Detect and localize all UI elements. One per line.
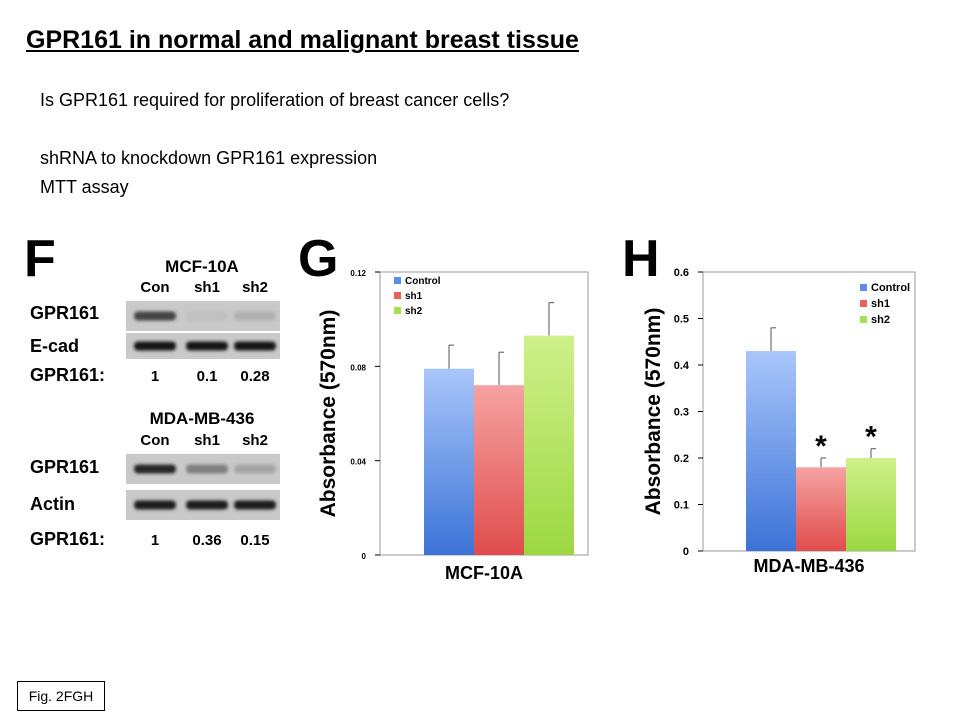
chart-g: G 0 0.04 0.08 0.12 Absorbance (570nm) MCF-10A C… — [298, 230, 589, 583]
blot-row-label: Actin — [30, 494, 75, 514]
blot-cell-line-title: MCF-10A — [165, 257, 239, 276]
blot-quant-value: 1 — [151, 532, 159, 549]
slide-title: GPR161 in normal and malignant breast ti… — [26, 26, 579, 54]
bar-sh1 — [474, 385, 524, 555]
y-tick-label: 0 — [683, 546, 689, 558]
bar-sh1 — [796, 467, 846, 551]
blot-lane-label: Con — [140, 279, 169, 296]
legend-label: Control — [405, 276, 441, 287]
y-axis-label: Absorbance (570nm) — [317, 310, 340, 518]
blot-band — [134, 500, 176, 510]
legend-label: Control — [871, 282, 910, 294]
legend-swatch — [394, 307, 401, 314]
blot-quant-value: 0.15 — [240, 532, 269, 549]
y-tick-label: 0.1 — [674, 500, 689, 512]
blot-row-label: GPR161 — [30, 303, 99, 323]
blot-band — [234, 500, 276, 510]
bar-sh2 — [524, 335, 574, 555]
y-tick-label: 0.6 — [674, 267, 689, 279]
blot-band — [186, 500, 228, 510]
blot-cell-line-title: MDA-MB-436 — [150, 409, 255, 428]
blot-band — [134, 341, 176, 351]
method-text-2: MTT assay — [40, 177, 129, 197]
method-text-1: shRNA to knockdown GPR161 expression — [40, 148, 378, 168]
legend-swatch — [394, 277, 401, 284]
bar-sh2 — [846, 458, 896, 551]
y-tick-label: 0 — [362, 552, 367, 561]
blot-band — [134, 464, 176, 474]
blot-band — [134, 311, 176, 321]
blot-band — [234, 341, 276, 351]
blot-band — [234, 311, 276, 321]
legend-label: sh1 — [871, 298, 890, 310]
significance-mark: * — [815, 430, 827, 463]
blot-quant-label: GPR161: — [30, 365, 105, 385]
legend-swatch — [394, 292, 401, 299]
blot-quant-value: 0.28 — [240, 368, 269, 385]
blot-band — [186, 464, 228, 474]
legend-label: sh2 — [871, 314, 890, 326]
figure-label: Fig. 2FGH — [17, 681, 105, 711]
blot-quant-value: 1 — [151, 368, 159, 385]
y-tick-label: 0.08 — [350, 363, 366, 372]
y-tick-label: 0.3 — [674, 407, 689, 419]
blot-row-label: E-cad — [30, 336, 79, 356]
blot-band — [186, 341, 228, 351]
blot-quant-value: 0.1 — [197, 368, 218, 385]
blot-lane-label: sh1 — [194, 432, 220, 449]
bar-control — [746, 351, 796, 551]
significance-mark: * — [865, 421, 877, 454]
legend-swatch — [860, 284, 867, 291]
y-tick-label: 0.2 — [674, 453, 689, 465]
panel-letter-g: G — [298, 230, 338, 288]
legend-label: sh2 — [405, 306, 423, 317]
bar-control — [424, 368, 474, 555]
panel-letter-f: F — [24, 230, 56, 288]
blot-lane-label: Con — [140, 432, 169, 449]
x-axis-label: MCF-10A — [445, 563, 523, 583]
y-tick-label: 0.04 — [350, 458, 366, 467]
y-tick-label: 0.4 — [674, 360, 690, 372]
legend-swatch — [860, 300, 867, 307]
blot-lane-label: sh1 — [194, 279, 220, 296]
y-axis-label: Absorbance (570nm) — [642, 308, 665, 516]
y-tick-label: 0.12 — [350, 269, 366, 278]
question-text: Is GPR161 required for proliferation of … — [40, 90, 510, 110]
legend-label: sh1 — [405, 291, 423, 302]
legend-swatch — [860, 316, 867, 323]
x-axis-label: MDA-MB-436 — [753, 556, 864, 576]
panel-f-western-blot: F MCF-10A Con sh1 sh2 GPR161 E-cad GPR161: 1 0.1 0… — [24, 230, 280, 549]
panel-letter-h: H — [622, 230, 660, 288]
chart-h: H 0 0.1 0.2 0.3 0.4 0.5 0.6 Absorbance (570nm) * *… — [622, 230, 916, 576]
y-tick-label: 0.5 — [674, 314, 689, 326]
blot-quant-label: GPR161: — [30, 529, 105, 549]
blot-row-label: GPR161 — [30, 457, 99, 477]
blot-band — [234, 464, 276, 474]
blot-band — [186, 311, 228, 321]
blot-quant-value: 0.36 — [192, 532, 221, 549]
blot-lane-label: sh2 — [242, 432, 268, 449]
blot-lane-label: sh2 — [242, 279, 268, 296]
